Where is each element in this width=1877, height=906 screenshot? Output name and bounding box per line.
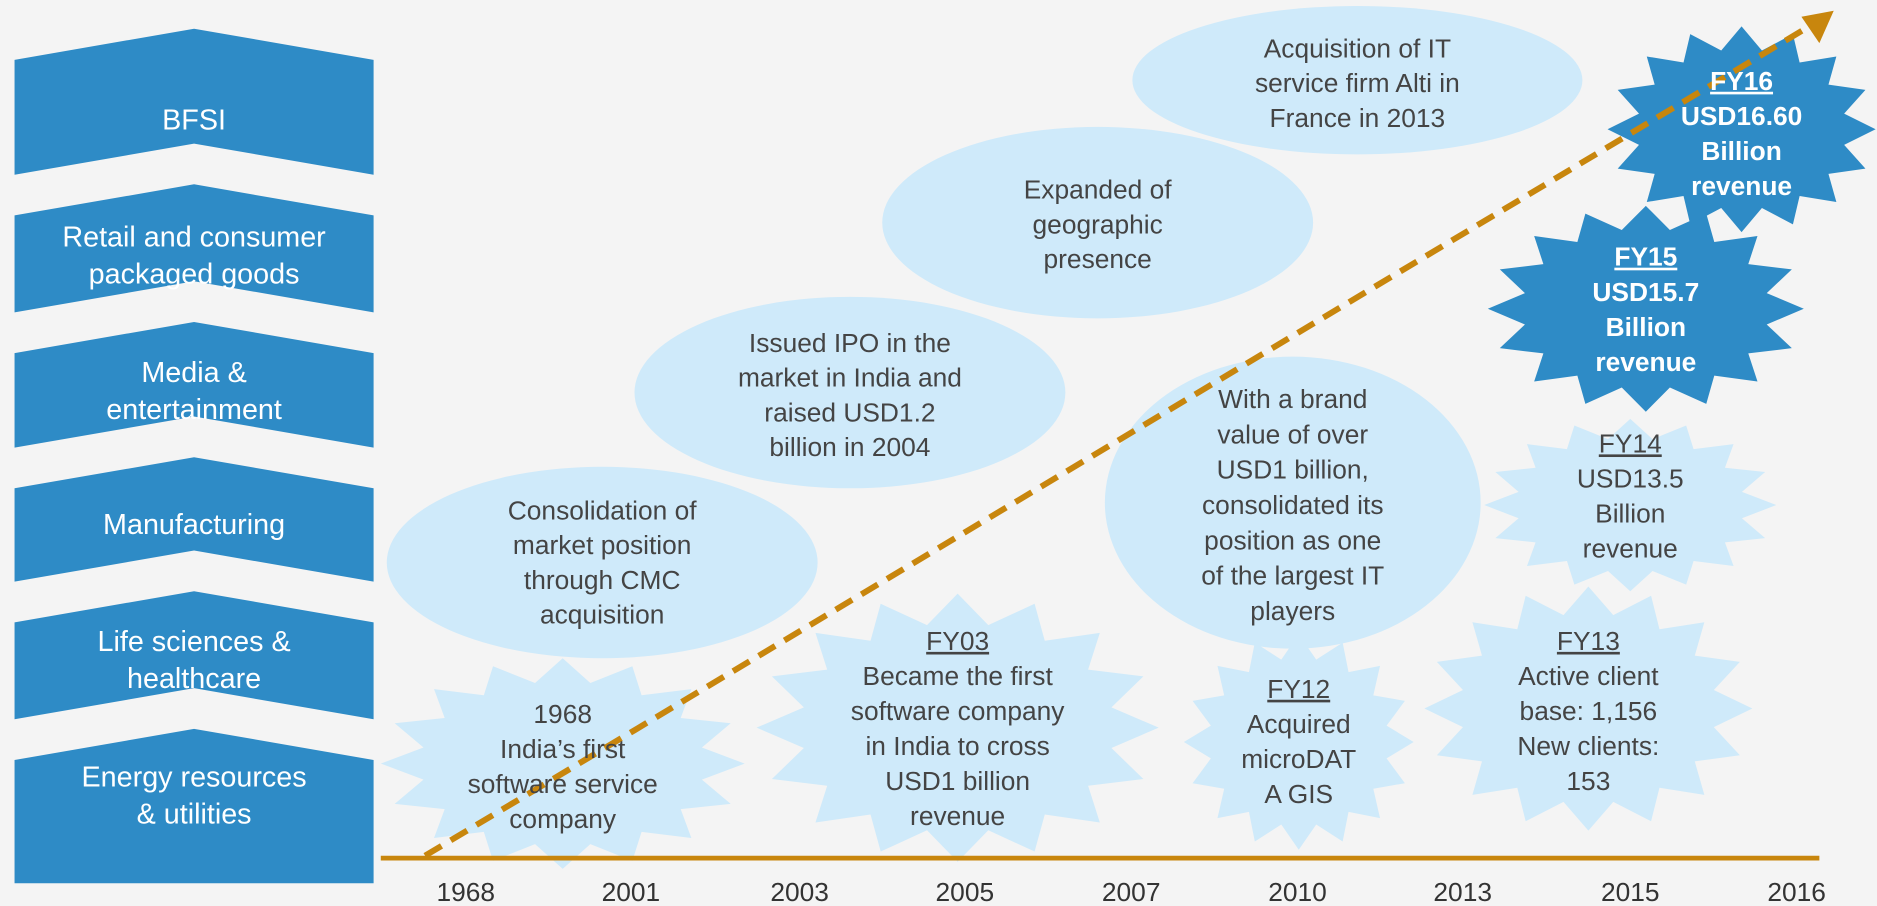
year-label: 2015 bbox=[1601, 877, 1660, 906]
year-label: 2010 bbox=[1268, 877, 1327, 906]
milestone-text: company bbox=[509, 804, 617, 834]
milestone-text: Consolidation of bbox=[508, 495, 697, 525]
milestone-text: Billion bbox=[1606, 312, 1686, 342]
milestone-star bbox=[1183, 634, 1414, 850]
milestone-text: Acquisition of IT bbox=[1264, 33, 1451, 63]
milestone-text: through CMC bbox=[524, 565, 681, 595]
milestone-text: Active client bbox=[1518, 661, 1659, 691]
milestone-text: players bbox=[1250, 596, 1335, 626]
milestone-text: 153 bbox=[1566, 766, 1610, 796]
milestone-text: position as one bbox=[1204, 525, 1381, 555]
milestone-star bbox=[1487, 205, 1804, 412]
sector-label: Life sciences & healthcare bbox=[97, 626, 290, 695]
milestone-text: software service bbox=[468, 769, 658, 799]
milestone-heading: FY13 bbox=[1557, 626, 1620, 656]
milestone-text: A GIS bbox=[1264, 779, 1333, 809]
milestone-text: revenue bbox=[1583, 534, 1678, 564]
year-label: 2005 bbox=[936, 877, 995, 906]
milestone-text: With a brand bbox=[1218, 384, 1367, 414]
milestone-heading: FY15 bbox=[1614, 242, 1677, 272]
milestone-text: microDAT bbox=[1241, 744, 1356, 774]
milestone-text: acquisition bbox=[540, 600, 664, 630]
milestone-text: France in 2013 bbox=[1270, 103, 1446, 133]
milestone-heading: 1968 bbox=[533, 699, 592, 729]
milestone-text: revenue bbox=[1595, 347, 1696, 377]
milestone-text: of the largest IT bbox=[1201, 561, 1384, 591]
milestone-heading: FY14 bbox=[1599, 428, 1662, 458]
milestone-text: USD15.7 bbox=[1592, 277, 1699, 307]
milestone-text: presence bbox=[1044, 244, 1152, 274]
year-label: 2016 bbox=[1767, 877, 1826, 906]
milestone-text: base: 1,156 bbox=[1520, 696, 1658, 726]
year-label: 2003 bbox=[770, 877, 829, 906]
milestone-heading: FY12 bbox=[1267, 674, 1330, 704]
milestone-text: USD1 billion bbox=[885, 766, 1030, 796]
milestone-text: raised USD1.2 bbox=[764, 397, 935, 427]
milestone-heading: FY16 bbox=[1710, 66, 1773, 96]
milestone-text: India’s first bbox=[500, 734, 626, 764]
milestone-bubble bbox=[882, 126, 1314, 319]
milestone-text: Billion bbox=[1701, 136, 1781, 166]
milestone-text: Billion bbox=[1595, 499, 1665, 529]
sector-band bbox=[14, 591, 374, 720]
milestone-text: market in India and bbox=[738, 363, 962, 393]
arrow-head bbox=[1801, 10, 1834, 44]
sector-band bbox=[14, 321, 374, 448]
milestone-text: revenue bbox=[910, 801, 1005, 831]
milestone-star bbox=[380, 658, 745, 869]
milestone-text: revenue bbox=[1691, 171, 1792, 201]
milestone-bubble bbox=[1132, 5, 1583, 155]
sector-panel: BFSI Retail and consumer packaged goods Med… bbox=[14, 28, 374, 884]
sector-band bbox=[14, 184, 374, 313]
sector-band bbox=[14, 28, 374, 175]
milestone-text: geographic bbox=[1033, 209, 1163, 239]
milestone-text: in India to cross bbox=[865, 731, 1049, 761]
milestone-text: market position bbox=[513, 530, 692, 560]
milestone-text: Acquired bbox=[1247, 709, 1351, 739]
milestone-star bbox=[1484, 418, 1777, 592]
milestone-text: USD13.5 bbox=[1577, 463, 1684, 493]
milestones bbox=[380, 5, 1876, 869]
milestone-star bbox=[756, 593, 1159, 862]
sector-label: Media & entertainment bbox=[106, 357, 282, 426]
milestone-text: value of over bbox=[1217, 419, 1368, 449]
milestone-text: software company bbox=[851, 696, 1065, 726]
milestone-text: Issued IPO in the bbox=[749, 328, 951, 358]
milestone-text: service firm Alti in bbox=[1255, 68, 1460, 98]
year-label: 2013 bbox=[1433, 877, 1492, 906]
milestone-text: USD1 billion, bbox=[1217, 455, 1369, 485]
milestone-text: Became the first bbox=[863, 661, 1054, 691]
milestone-text: consolidated its bbox=[1202, 490, 1383, 520]
year-label: 2007 bbox=[1102, 877, 1161, 906]
milestone-text: New clients: bbox=[1517, 731, 1659, 761]
growth-arrow bbox=[423, 21, 1815, 859]
milestone-text: USD16.60 bbox=[1681, 101, 1802, 131]
milestone-bubble bbox=[1104, 356, 1481, 649]
sector-label: BFSI bbox=[162, 104, 226, 136]
sector-label: Energy resources & utilities bbox=[82, 761, 307, 830]
sector-band bbox=[14, 457, 374, 582]
sector-band bbox=[14, 728, 374, 884]
year-label: 1968 bbox=[436, 877, 495, 906]
milestone-star bbox=[1424, 586, 1753, 831]
sector-label: Retail and consumer packaged goods bbox=[62, 222, 326, 291]
milestone-text: Expanded of bbox=[1024, 175, 1173, 205]
milestone-text: billion in 2004 bbox=[769, 432, 930, 462]
sector-label: Manufacturing bbox=[103, 509, 285, 541]
milestone-star bbox=[1607, 26, 1876, 233]
milestone-bubble bbox=[386, 466, 818, 659]
year-label: 2001 bbox=[602, 877, 661, 906]
labels: 1968 2001 2003 2005 2007 2010 2013 2015 2016 Cons… bbox=[436, 33, 1825, 906]
milestone-heading: FY03 bbox=[926, 626, 989, 656]
milestone-bubble bbox=[634, 296, 1066, 489]
